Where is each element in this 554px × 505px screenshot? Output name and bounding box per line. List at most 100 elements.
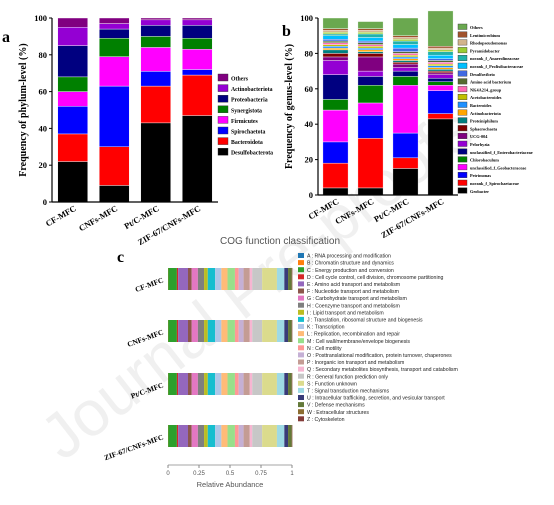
b-bar-cf-mfc-petrimonas <box>322 141 349 164</box>
cog-x-tick-label: 0.75 <box>255 471 267 477</box>
a-bar-zif-67-cnfs-mfc-spirochaetota <box>182 69 213 76</box>
cog-legend-label: A : RNA processing and modification <box>307 254 391 260</box>
b-bar-cnfs-mfc-bacteroides <box>357 47 384 51</box>
panel-c-label: c <box>117 249 124 266</box>
a-legend-swatch-proteobacteria <box>217 94 229 103</box>
a-bar-zif-67-cnfs-mfc-actinobacteriota <box>182 19 213 26</box>
b-bar-zif-67-cnfs-mfc-desulfovibrio <box>427 58 454 61</box>
b-legend-label: Proteiniphilum <box>470 119 498 124</box>
cog-legend-label: G : Carbohydrate transport and metabolis… <box>307 296 407 302</box>
a-legend-swatch-desulfobacterota <box>217 147 229 156</box>
cog-legend-label: J : Translation, ribosomal structure and… <box>307 318 423 324</box>
b-y-tick-label: 20 <box>305 155 314 165</box>
a-bar-pt-c-mfc-desulfobacterota <box>140 122 171 203</box>
b-legend-label: UCG-004 <box>470 134 488 139</box>
b-bar-zif-67-cnfs-mfc-acetobacteroides <box>427 63 454 66</box>
cog-legend-label: R : General function prediction only <box>307 374 388 380</box>
b-bar-cnfs-mfc-desulfovibrio <box>357 40 384 43</box>
b-bar-pt-c-mfc-norank-f-prolixibacteraceae <box>392 44 419 49</box>
cog-bar-zif-67-cnfs-mfc-v <box>288 425 292 447</box>
b-legend-swatch-norank-f-prolixibacteraceae <box>457 62 468 69</box>
b-legend-swatch-chlorobaculum <box>457 156 468 163</box>
b-legend-label: NK4A214_group <box>470 87 502 92</box>
b-bar-zif-67-cnfs-mfc-proteiniphilum <box>427 69 454 72</box>
a-legend-label: Others <box>231 77 249 83</box>
cog-legend-label: C : Energy production and conversion <box>307 268 394 274</box>
cog-bar-cnfs-mfc-v <box>288 320 292 342</box>
b-legend-swatch-norank-f-anaerolineaceae <box>457 55 468 61</box>
a-bar-cf-mfc-others <box>57 17 88 28</box>
cog-bar-cnfs-mfc-t <box>276 320 285 342</box>
a-bar-cnfs-mfc-desulfobacterota <box>99 185 130 203</box>
cog-legend-label: O : Posttranslational modification, prot… <box>307 353 452 359</box>
cog-bar-cnfs-mfc-l <box>221 320 228 342</box>
cog-bar-zif-67-cnfs-mfc-o <box>238 425 244 447</box>
cog-legend-swatch-b <box>298 260 304 266</box>
b-legend-label: Sphaerochaeta <box>470 126 498 131</box>
cog-bar-pt-c-mfc-r <box>252 373 263 395</box>
genus-chart-panel: b Frequency of genus-level (%) CF-MFCCNF… <box>282 10 533 240</box>
a-bar-cf-mfc-spirochaetota <box>57 106 88 135</box>
cog-bar-cf-mfc-s <box>262 268 277 290</box>
cog-bar-cnfs-mfc-s <box>262 320 277 342</box>
cog-legend-label: U : Intracellular trafficking, secretion… <box>307 396 445 402</box>
a-legend-swatch-bacteroidota <box>217 137 229 145</box>
cog-legend-swatch-f <box>298 288 304 294</box>
b-bar-cf-mfc-acetobacteroides <box>322 44 349 47</box>
cog-legend-swatch-q <box>298 366 304 372</box>
b-legend-swatch-proteiniphilum <box>457 117 468 124</box>
b-bar-cf-mfc-bacteroides <box>322 46 349 49</box>
cog-bar-pt-c-mfc-t <box>276 373 285 395</box>
cog-bar-cf-mfc-j <box>207 268 216 290</box>
cog-bar-pt-c-mfc-i <box>204 373 208 395</box>
a-bar-zif-67-cnfs-mfc-firmicutes <box>182 49 213 70</box>
cog-bar-pt-c-mfc-s <box>262 373 277 395</box>
cog-bar-cnfs-mfc-h <box>197 320 205 342</box>
cog-legend-swatch-l <box>298 331 304 337</box>
b-bar-zif-67-cnfs-mfc-ucg-004 <box>427 72 454 75</box>
a-y-tick-label: 60 <box>39 87 48 97</box>
cog-bar-zif-67-cnfs-mfc-l <box>221 425 228 447</box>
b-bar-cf-mfc-unclassified-f-enterobacteriaceae <box>322 74 349 100</box>
b-bar-pt-c-mfc-lentimicrobium <box>392 35 419 38</box>
b-legend-swatch-acetobacteroides <box>457 93 468 100</box>
b-bar-cnfs-mfc-pyramidobacter <box>357 31 384 35</box>
cog-legend-label: H : Coenzyme transport and metabolism <box>307 303 400 309</box>
b-bar-pt-c-mfc-petrimonas <box>392 132 419 159</box>
b-bar-cnfs-mfc-norank-f-spirochaetaceae <box>357 138 384 189</box>
cog-chart-title: COG function classification <box>220 236 340 247</box>
b-bar-cf-mfc-amino-acid-bacterium <box>322 40 349 43</box>
cog-bar-cnfs-mfc-e <box>178 320 189 342</box>
b-legend-label: Petrimonas <box>470 173 491 178</box>
b-bar-cnfs-mfc-sphaerochaeta <box>357 53 384 58</box>
cog-bar-pt-c-mfc-k <box>215 373 222 395</box>
phylum-y-axis-label: Frequency of phylum-level (%) <box>18 43 29 176</box>
b-bar-pt-c-mfc-unclassified-f-enterobacteriaceae <box>392 70 419 77</box>
cog-bar-pt-c-mfc-j <box>207 373 216 395</box>
b-bar-cf-mfc-geobacter <box>322 187 349 196</box>
cog-bar-pt-c-mfc-v <box>288 373 292 395</box>
cog-bar-cf-mfc-o <box>238 268 244 290</box>
a-y-tick-label: 20 <box>39 160 48 170</box>
cog-legend-label: Q : Secondary metabolites biosynthesis, … <box>307 367 458 373</box>
b-legend-label: Actinobacteriota <box>470 111 502 116</box>
a-bar-cnfs-mfc-synergistota <box>99 38 130 57</box>
cog-legend-swatch-w <box>298 409 304 415</box>
cog-legend-swatch-c <box>298 267 304 273</box>
b-bar-zif-67-cnfs-mfc-geobacter <box>427 118 454 196</box>
b-bar-cnfs-mfc-others <box>357 21 384 29</box>
cog-bar-pt-c-mfc-n <box>234 373 239 395</box>
cog-bar-cf-mfc-r <box>252 268 263 290</box>
a-legend-label: Synergistota <box>231 108 262 114</box>
b-bar-cnfs-mfc-pelorhyzia <box>357 70 384 77</box>
b-y-tick-label: 40 <box>305 119 314 129</box>
phylum-chart-panel: a Frequency of phylum-level (%) CF-MFC CN… <box>2 13 273 247</box>
cog-bar-cnfs-mfc-g <box>191 320 198 342</box>
cog-legend-label: V : Defense mechanisms <box>307 403 365 409</box>
b-legend-swatch-amino-acid-bacterium <box>457 78 468 85</box>
b-bar-cf-mfc-norank-f-prolixibacteraceae <box>322 35 349 40</box>
b-legend-swatch-lentimicrobium <box>457 31 468 38</box>
b-bar-zif-67-cnfs-mfc-bacteroides <box>427 65 454 68</box>
b-bar-zif-67-cnfs-mfc-pelorhyzia <box>427 74 454 79</box>
